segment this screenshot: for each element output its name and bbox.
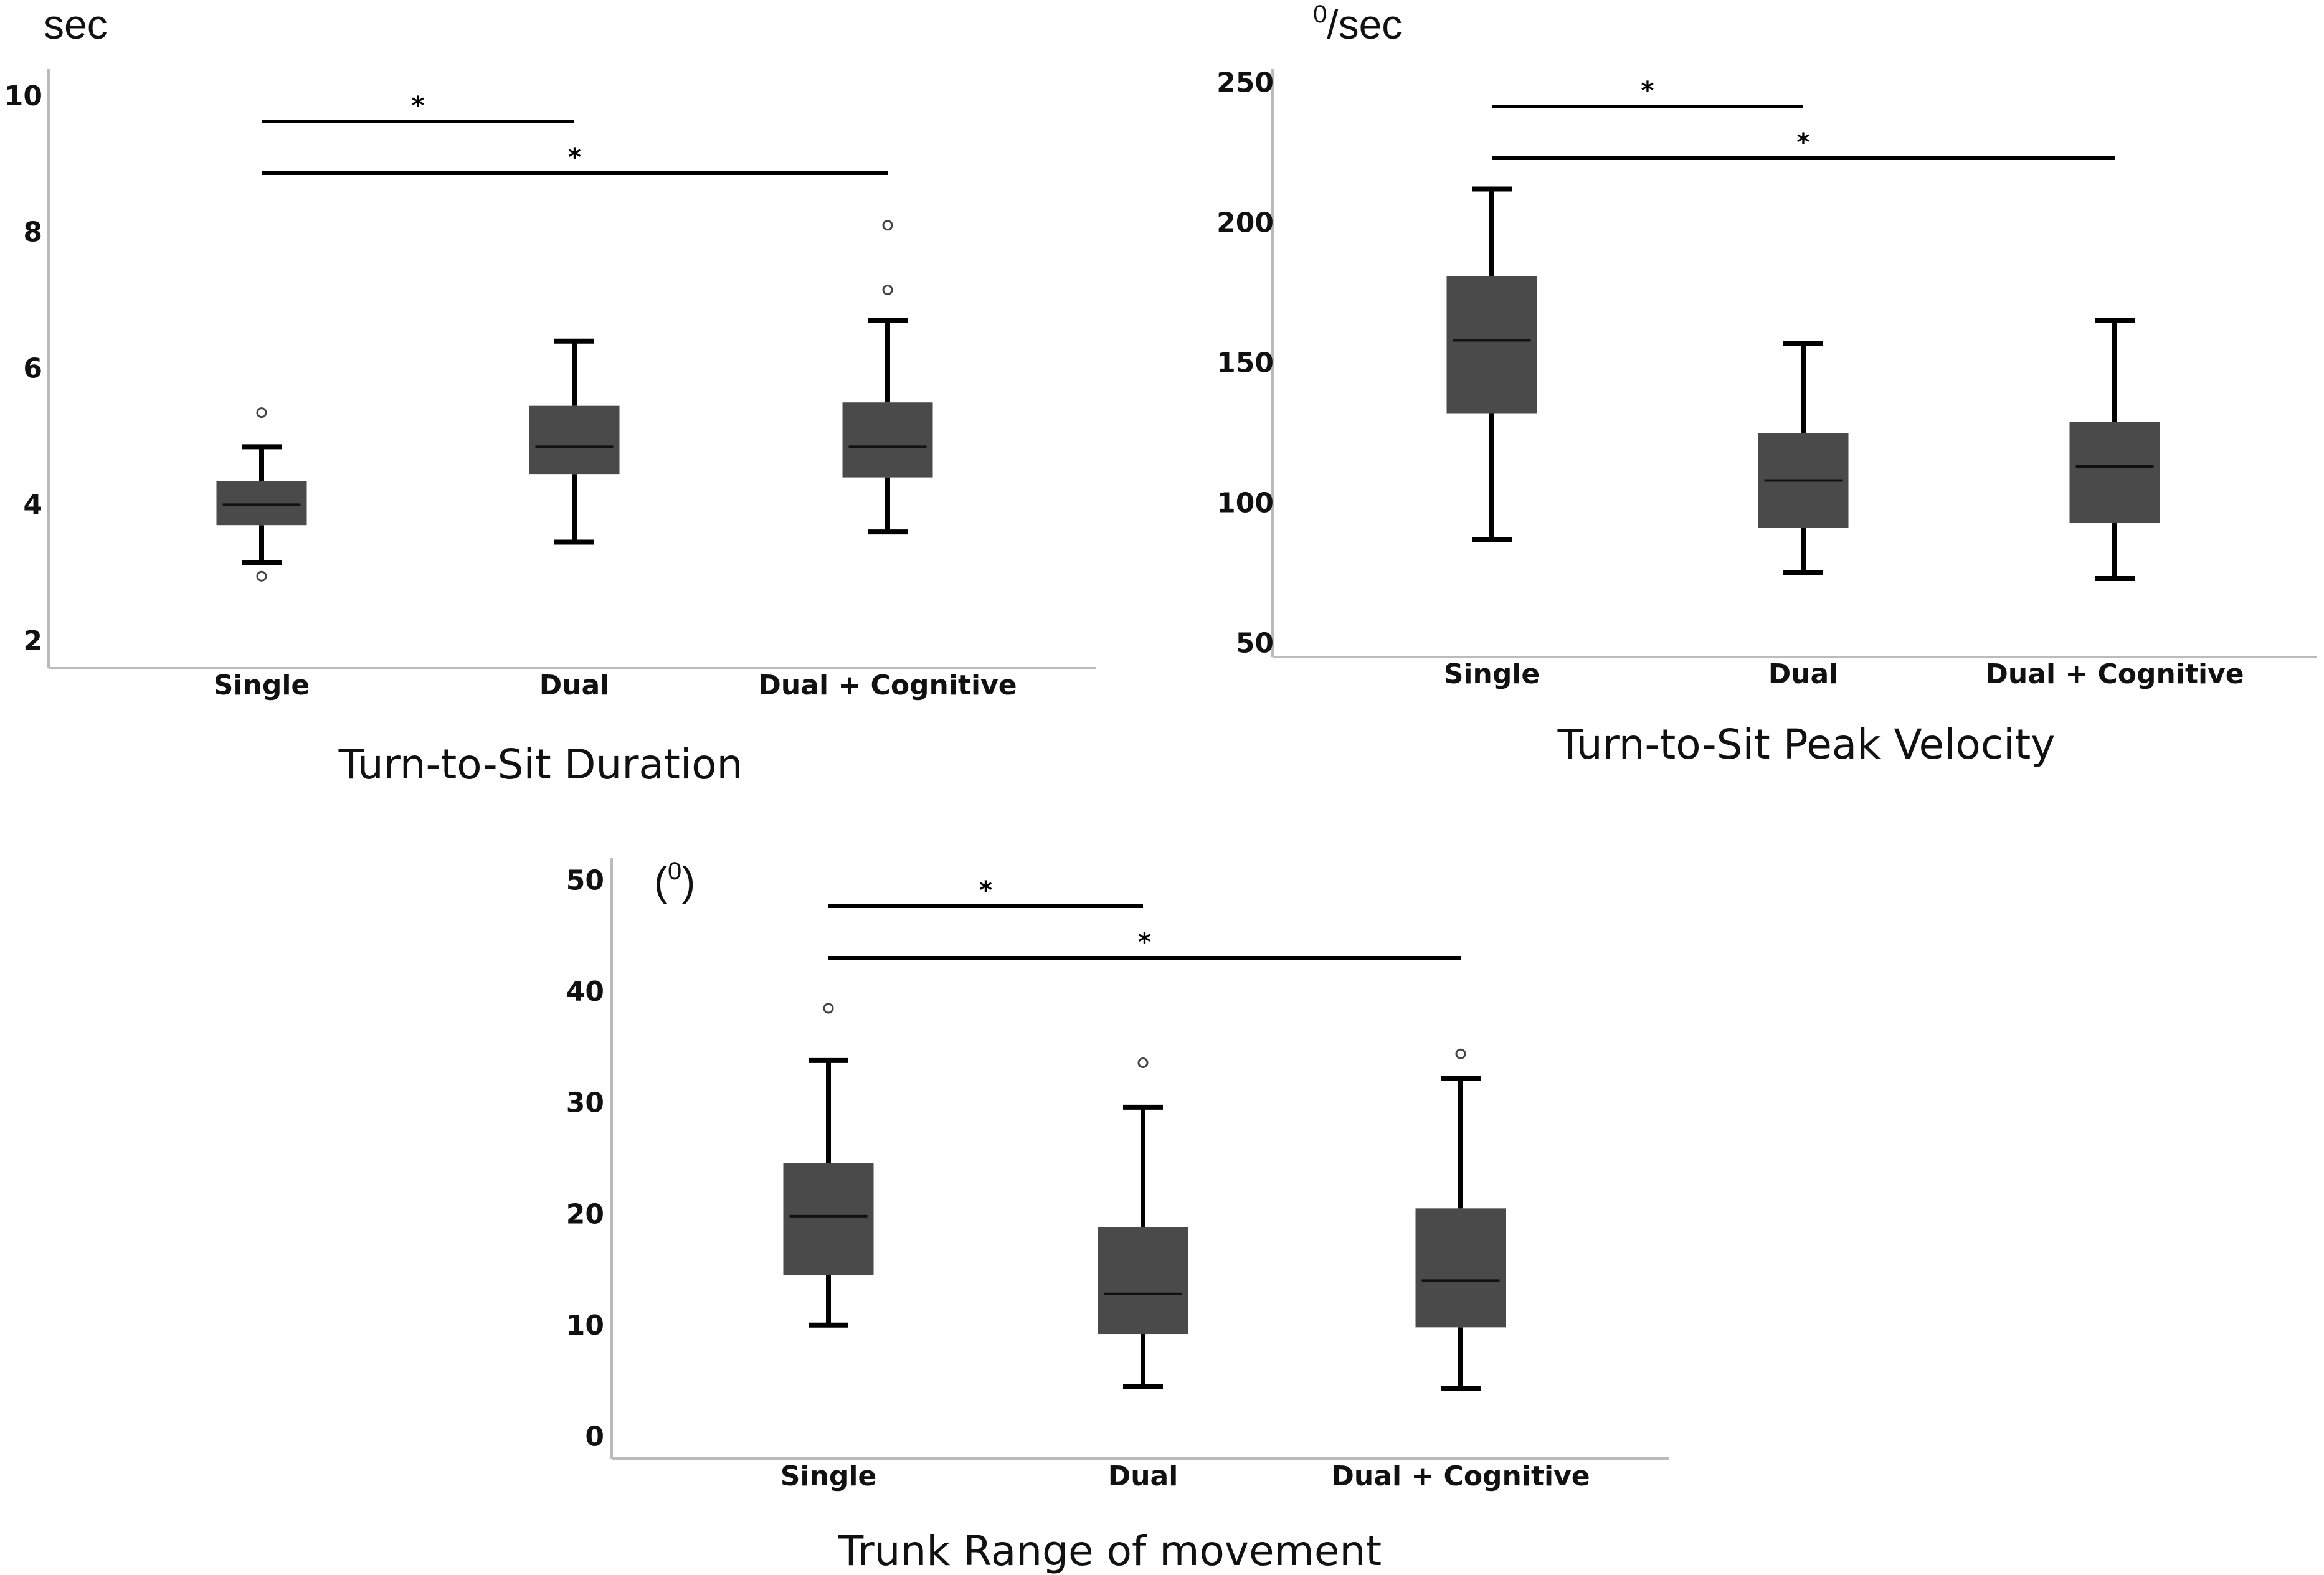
- outlier-point: [256, 570, 267, 582]
- y-unit-label: (0): [654, 858, 695, 904]
- iqr-box: [842, 402, 933, 478]
- iqr-box: [1446, 276, 1537, 414]
- x-category-label: Dual: [1768, 658, 1839, 690]
- box-dual-cognitive: [1415, 1048, 1506, 1391]
- y-tick-label: 40: [566, 976, 604, 1008]
- x-category-label: Single: [780, 1460, 877, 1492]
- y-tick-label: 50: [566, 865, 604, 897]
- y-tick-label: 6: [23, 353, 42, 385]
- y-tick-label: 10: [4, 80, 42, 112]
- box-dual: [529, 338, 620, 545]
- y-tick-label: 200: [1217, 207, 1274, 239]
- x-category-label: Dual: [539, 669, 610, 701]
- outlier-point: [1455, 1048, 1466, 1059]
- box-single: [216, 407, 307, 582]
- y-unit-label: 0/sec: [1313, 1, 1402, 47]
- outlier-point: [256, 407, 267, 419]
- x-category-label: Dual + Cognitive: [1331, 1460, 1590, 1492]
- box-single: [783, 1003, 874, 1328]
- x-category-label: Single: [214, 669, 310, 701]
- y-tick-label: 250: [1217, 67, 1274, 99]
- y-tick-label: 150: [1217, 348, 1274, 379]
- significance-star: *: [1138, 928, 1151, 957]
- box-dual: [1098, 1057, 1188, 1389]
- y-tick-label: 100: [1217, 488, 1274, 519]
- box-dual-cognitive: [2069, 318, 2160, 581]
- y-tick-label: 0: [585, 1421, 604, 1452]
- x-category-label: Dual + Cognitive: [1985, 658, 2244, 690]
- x-category-label: Dual: [1108, 1460, 1179, 1492]
- outlier-point: [1137, 1057, 1149, 1068]
- significance-star: *: [1641, 77, 1654, 105]
- box-dual: [1758, 341, 1849, 575]
- y-tick-label: 8: [23, 217, 42, 248]
- iqr-box: [1415, 1208, 1506, 1328]
- iqr-box: [1098, 1227, 1188, 1335]
- chart-title: Turn-to-Sit Peak Velocity: [1557, 721, 2056, 769]
- box-dual-cognitive: [842, 220, 933, 535]
- y-unit-label: sec: [44, 1, 108, 47]
- x-category-label: Dual + Cognitive: [758, 669, 1017, 701]
- outlier-point: [882, 220, 893, 231]
- box-single: [1446, 186, 1537, 542]
- chart-panel-1: 2 4 6 8 10 sec Single Dual Dual + Cognitive * * Tur…: [4, 1, 1096, 788]
- chart-panel-2: 50 100 150 200 250 0/sec Single Dual Dual + Cogn…: [1217, 1, 2317, 769]
- significance-star: *: [1797, 128, 1810, 157]
- x-category-label: Single: [1444, 658, 1540, 690]
- iqr-box: [216, 481, 307, 526]
- outlier-point: [823, 1003, 834, 1014]
- y-tick-label: 50: [1236, 628, 1274, 660]
- chart-title: Turn-to-Sit Duration: [338, 740, 743, 788]
- chart-title: Trunk Range of movement: [838, 1527, 1382, 1575]
- iqr-box: [529, 405, 620, 475]
- y-tick-label: 30: [566, 1087, 604, 1119]
- significance-star: *: [412, 92, 425, 120]
- outlier-point: [882, 285, 893, 296]
- y-tick-label: 20: [566, 1198, 604, 1230]
- y-tick-label: 10: [566, 1310, 604, 1341]
- y-tick-label: 4: [23, 489, 42, 521]
- iqr-box: [783, 1163, 874, 1275]
- y-tick-label: 2: [23, 625, 42, 657]
- significance-star: *: [568, 143, 581, 172]
- chart-panel-3: 0 10 20 30 40 50 (0) Single Dual Dual + Cognitive…: [566, 858, 1669, 1575]
- iqr-box: [2069, 422, 2160, 523]
- significance-star: *: [979, 876, 992, 905]
